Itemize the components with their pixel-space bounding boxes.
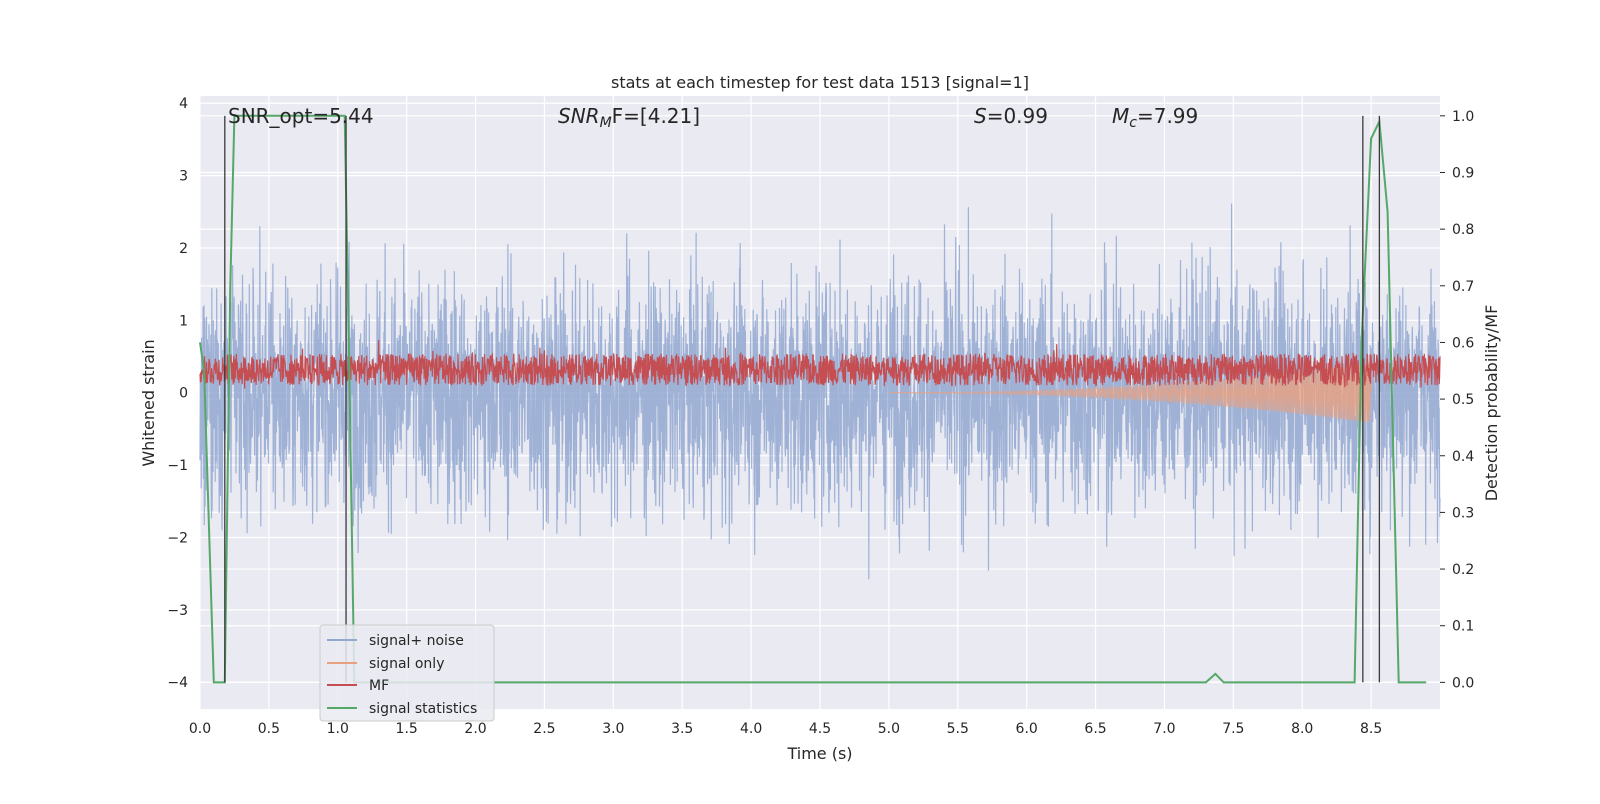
- legend: signal+ noise signal only MF signal stat…: [319, 624, 495, 722]
- y-right-tick-label: 0.0: [1452, 675, 1474, 691]
- annotation-s-value: =0.99: [987, 104, 1048, 128]
- x-tick-label: 0.5: [258, 721, 280, 737]
- x-tick-label: 4.0: [740, 721, 762, 737]
- y-right-tick-label: 0.3: [1452, 505, 1474, 521]
- annotation-mc-sub: c: [1129, 115, 1137, 131]
- x-tick-label: 6.5: [1084, 721, 1106, 737]
- annotation-mc: Mc=7.99: [1112, 104, 1198, 131]
- legend-label-signal-statistics: signal statistics: [369, 701, 477, 717]
- y-left-tick-label: 4: [179, 96, 188, 112]
- x-tick-label: 7.5: [1222, 721, 1244, 737]
- axis-ticks: 0.0 0.5 1.0 1.5 2.0 2.5 3.0 3.5 4.0 4.5 5.0 5.5 6.0 6…: [167, 96, 1474, 737]
- y-right-tick-label: 0.6: [1452, 335, 1474, 351]
- x-tick-label: 5.0: [878, 721, 900, 737]
- vertical-markers: [224, 115, 1381, 683]
- y-left-tick-label: 0: [179, 386, 188, 402]
- legend-label-signal-noise: signal+ noise: [369, 633, 464, 649]
- y-left-tick-label: −4: [167, 675, 188, 691]
- y-right-tick-label: 0.5: [1452, 392, 1474, 408]
- y-left-tick-label: 1: [179, 313, 188, 329]
- y-left-tick-label: −3: [167, 603, 188, 619]
- x-tick-label: 1.0: [327, 721, 349, 737]
- annotation-s-label: S: [974, 104, 987, 128]
- x-tick-label: 4.5: [809, 721, 831, 737]
- y-axis-left-label: Whitened strain: [139, 339, 158, 466]
- x-tick-label: 2.5: [533, 721, 555, 737]
- x-tick-label: 8.0: [1291, 721, 1313, 737]
- x-tick-label: 7.0: [1153, 721, 1175, 737]
- legend-box: [319, 624, 495, 722]
- annotation-snr-mf-sub: M: [600, 115, 612, 131]
- series-mf: [199, 339, 1441, 389]
- x-tick-label: 8.5: [1360, 721, 1382, 737]
- annotation-mc-value: =7.99: [1137, 104, 1198, 128]
- annotation-snr-mf: SNRMF=[4.21]: [558, 104, 700, 131]
- annotation-snr-opt: SNR_opt=5.44: [228, 104, 374, 128]
- x-tick-label: 5.5: [947, 721, 969, 737]
- y-left-tick-label: −2: [167, 530, 188, 546]
- x-tick-label: 2.0: [464, 721, 486, 737]
- x-tick-label: 6.0: [1016, 721, 1038, 737]
- y-right-tick-label: 1.0: [1452, 109, 1474, 125]
- y-right-tick-label: 0.7: [1452, 279, 1474, 295]
- y-right-tick-label: 0.4: [1452, 449, 1474, 465]
- series-signal-noise: [199, 203, 1441, 580]
- legend-label-mf: MF: [369, 678, 389, 694]
- y-left-tick-label: −1: [167, 458, 188, 474]
- x-tick-label: 1.5: [396, 721, 418, 737]
- y-right-tick-label: 0.8: [1452, 222, 1474, 238]
- y-right-tick-label: 0.9: [1452, 165, 1474, 181]
- annotation-snr-mf-rest: F=[4.21]: [612, 104, 700, 128]
- x-tick-label: 0.0: [189, 721, 211, 737]
- annotation-snr-mf-label: SNR: [558, 104, 600, 128]
- y-right-tick-label: 0.2: [1452, 562, 1474, 578]
- chart-title: stats at each timestep for test data 151…: [611, 73, 1029, 92]
- y-right-tick-label: 0.1: [1452, 619, 1474, 635]
- series-signal-only: [888, 362, 1372, 423]
- x-axis-label: Time (s): [786, 744, 852, 763]
- x-tick-label: 3.5: [671, 721, 693, 737]
- x-tick-label: 3.0: [602, 721, 624, 737]
- annotation-mc-label: M: [1112, 104, 1129, 128]
- annotation-s: S=0.99: [974, 104, 1048, 128]
- y-left-tick-label: 2: [179, 241, 188, 257]
- y-left-tick-label: 3: [179, 169, 188, 185]
- legend-label-signal-only: signal only: [369, 656, 444, 672]
- y-axis-right-label: Detection probability/MF: [1482, 305, 1501, 502]
